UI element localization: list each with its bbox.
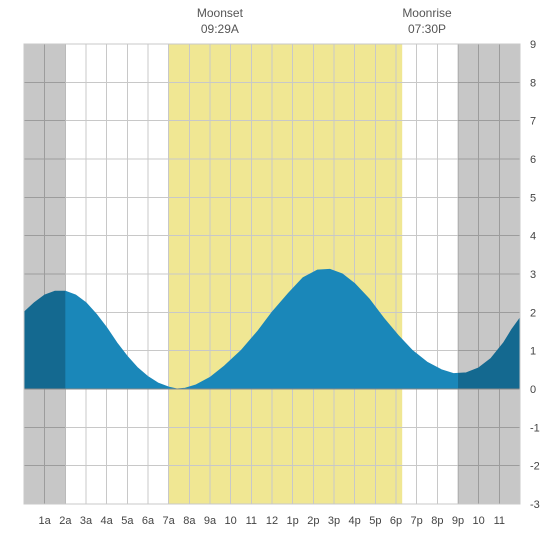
x-tick-label: 2a [59, 515, 72, 527]
x-tick-label: 3p [328, 515, 340, 527]
x-tick-label: 12 [266, 515, 278, 527]
x-tick-label: 11 [246, 515, 257, 527]
x-tick-label: 10 [225, 515, 237, 527]
x-tick-label: 3a [80, 515, 93, 527]
moonset-title: Moonset [190, 6, 250, 22]
y-tick-label: 8 [530, 77, 536, 89]
moonset-label: Moonset 09:29A [190, 6, 250, 37]
x-tick-label: 11 [494, 515, 505, 527]
x-tick-label: 4p [349, 515, 361, 527]
y-tick-label: -2 [530, 461, 540, 473]
x-tick-label: 5a [121, 515, 134, 527]
x-tick-label: 7p [411, 515, 423, 527]
moonrise-time: 07:30P [397, 22, 457, 38]
moonset-time: 09:29A [190, 22, 250, 38]
y-tick-label: 3 [530, 269, 536, 281]
y-tick-label: 4 [530, 231, 536, 243]
x-tick-label: 6a [142, 515, 155, 527]
night-shade [24, 44, 65, 504]
y-tick-label: 0 [530, 384, 536, 396]
moonrise-label: Moonrise 07:30P [397, 6, 457, 37]
y-tick-label: 2 [530, 307, 536, 319]
x-tick-label: 9p [452, 515, 464, 527]
y-tick-label: 5 [530, 192, 536, 204]
x-tick-label: 9a [204, 515, 217, 527]
x-tick-label: 1p [287, 515, 299, 527]
x-tick-label: 7a [163, 515, 176, 527]
y-tick-label: 1 [530, 346, 536, 358]
night-shade [458, 44, 520, 504]
y-tick-label: 6 [530, 154, 536, 166]
chart-canvas: 1a2a3a4a5a6a7a8a9a1011121p2p3p4p5p6p7p8p… [0, 0, 550, 550]
x-tick-label: 1a [39, 515, 52, 527]
y-tick-label: -3 [530, 499, 540, 511]
moonrise-title: Moonrise [397, 6, 457, 22]
x-tick-label: 2p [307, 515, 319, 527]
tide-chart: Moonset 09:29A Moonrise 07:30P 1a 2a 3a 4a 5… [0, 0, 550, 550]
x-tick-label: 5p [369, 515, 381, 527]
y-tick-label: 7 [530, 116, 536, 128]
x-tick-label: 6p [390, 515, 402, 527]
x-tick-label: 8a [183, 515, 196, 527]
y-tick-label: 9 [530, 39, 536, 51]
y-tick-label: -1 [530, 422, 540, 434]
x-tick-label: 8p [431, 515, 443, 527]
x-tick-label: 10 [473, 515, 485, 527]
x-tick-label: 4a [101, 515, 114, 527]
